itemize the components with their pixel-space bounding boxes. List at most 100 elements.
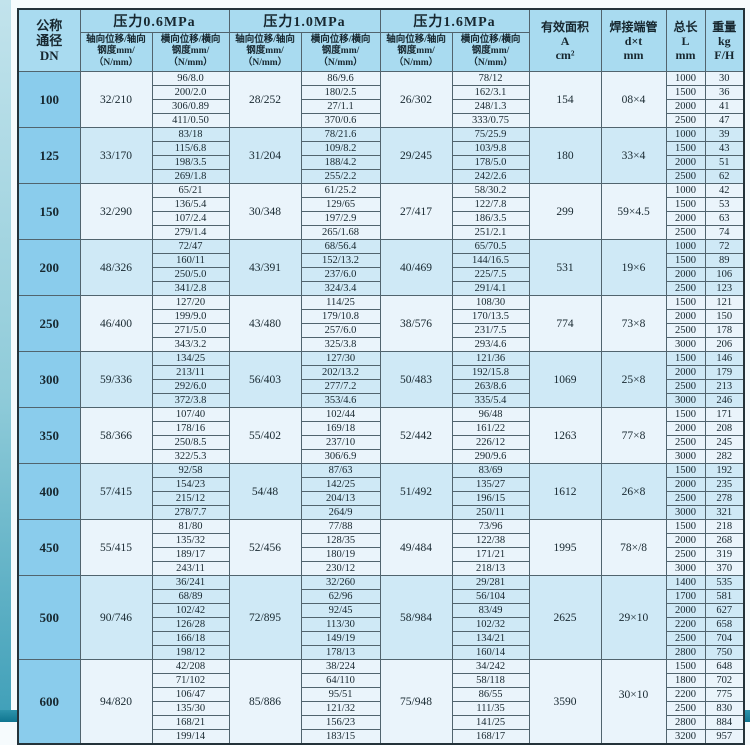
weight-value: 535: [704, 575, 745, 590]
total-length-value: 1500: [665, 85, 706, 100]
lateral-value-1_0: 68/56.4: [300, 239, 381, 254]
axial-value-1_6: 49/484: [379, 519, 453, 576]
lateral-value-0_6: 127/20: [151, 295, 230, 310]
axial-value-1_6: 58/984: [379, 575, 453, 660]
table-row: 411/0.50 370/0.6 333/0.75 2500 47: [18, 113, 745, 128]
header-total-length: 总长 L mm: [665, 8, 706, 72]
weight-value: 830: [704, 701, 745, 716]
weight-value: 53: [704, 197, 745, 212]
weld-pipe-dxt-value: 08×4: [600, 71, 667, 128]
total-length-value: 2000: [665, 267, 706, 282]
dn-value: 300: [17, 351, 81, 408]
lateral-value-1_6: 96/48: [451, 407, 530, 422]
lateral-value-1_0: 264/9: [300, 505, 381, 520]
table-row: 243/11 230/12 218/13 3000 370: [18, 561, 745, 576]
axial-value-1_6: 38/576: [379, 295, 453, 352]
table-row: 500 90/746 36/241 72/895 32/260 58/984 29/281 2…: [17, 575, 745, 660]
lateral-value-0_6: 168/21: [151, 715, 230, 730]
weight-value: 171: [704, 407, 745, 422]
total-length-value: 1500: [665, 519, 706, 534]
total-length-value: 3000: [665, 505, 706, 520]
lateral-value-1_0: 179/10.8: [300, 309, 381, 324]
weight-value: 192: [704, 463, 745, 478]
lateral-value-1_6: 34/242: [451, 659, 530, 674]
axial-value-1_6: 51/492: [379, 463, 453, 520]
weight-value: 39: [704, 127, 745, 142]
total-length-value: 1500: [665, 141, 706, 156]
table-row: 200 48/326 72/47 43/391 68/56.4 40/469 65/70.5…: [17, 239, 745, 296]
lateral-value-1_6: 75/25.9: [451, 127, 530, 142]
table-row: 341/2.8 324/3.4 291/4.1 2500 123: [18, 281, 745, 296]
lateral-value-1_6: 226/12: [451, 435, 530, 450]
header-axial-1_6: 轴向位移/轴向 钢度mm/ （N/mm）: [379, 32, 453, 72]
lateral-value-0_6: 42/208: [151, 659, 230, 674]
lateral-value-1_0: 77/88: [300, 519, 381, 534]
lateral-value-1_6: 58/118: [451, 673, 530, 688]
lateral-value-0_6: 215/12: [151, 491, 230, 506]
table-row: 300 59/336 134/25 56/403 127/30 50/483 121/36 1…: [17, 351, 745, 408]
lateral-value-1_6: 248/1.3: [451, 99, 530, 114]
table-row: 200/2.0 180/2.5 162/3.1 1500 36: [18, 85, 745, 100]
lateral-value-1_0: 92/45: [300, 603, 381, 618]
weight-value: 179: [704, 365, 745, 380]
header-axial-0_6: 轴向位移/轴向 钢度mm/ （N/mm）: [79, 32, 153, 72]
lateral-value-1_0: 180/19: [300, 547, 381, 562]
lateral-value-0_6: 36/241: [151, 575, 230, 590]
lateral-value-1_6: 192/15.8: [451, 365, 530, 380]
weight-value: 51: [704, 155, 745, 170]
total-length-value: 2200: [665, 617, 706, 632]
table-row: 343/3.2 325/3.8 293/4.6 3000 206: [18, 337, 745, 352]
lateral-value-1_0: 87/63: [300, 463, 381, 478]
weight-value: 370: [704, 561, 745, 576]
table-row: 306/0.89 27/1.1 248/1.3 2000 41: [18, 99, 745, 114]
scan-edge-left: [0, 0, 11, 722]
weight-value: 235: [704, 477, 745, 492]
weight-value: 178: [704, 323, 745, 338]
header-dn: 公称 通径 DN: [17, 8, 81, 72]
lateral-value-1_6: 250/11: [451, 505, 530, 520]
axial-value-1_6: 29/245: [379, 127, 453, 184]
lateral-value-0_6: 136/5.4: [151, 197, 230, 212]
header-lateral-1_0: 横向位移/横向 钢度mm/ （N/mm）: [300, 32, 381, 72]
lateral-value-1_0: 102/44: [300, 407, 381, 422]
total-length-value: 3000: [665, 449, 706, 464]
lateral-value-1_0: 156/23: [300, 715, 381, 730]
expansion-joint-spec-table: 公称 通径 DN 压力0.6MPa 压力1.0MPa 压力1.6MPa 有效面积…: [17, 8, 746, 745]
table-row: 450 55/415 81/80 52/456 77/88 49/484 73/96 1995…: [17, 519, 745, 576]
dn-value: 100: [17, 71, 81, 128]
total-length-value: 2500: [665, 435, 706, 450]
lateral-value-1_0: 114/25: [300, 295, 381, 310]
axial-value-1_6: 52/442: [379, 407, 453, 464]
lateral-value-1_0: 204/13: [300, 491, 381, 506]
weight-value: 581: [704, 589, 745, 604]
lateral-value-0_6: 271/5.0: [151, 323, 230, 338]
weld-pipe-dxt-value: 25×8: [600, 351, 667, 408]
lateral-value-0_6: 343/3.2: [151, 337, 230, 352]
total-length-value: 2200: [665, 687, 706, 702]
lateral-value-0_6: 278/7.7: [151, 505, 230, 520]
axial-value-0_6: 58/366: [79, 407, 153, 464]
table-row: 215/12 204/13 196/15 2500 278: [18, 491, 745, 506]
table-row: 278/7.7 264/9 250/11 3000 321: [18, 505, 745, 520]
lateral-value-0_6: 166/18: [151, 631, 230, 646]
lateral-value-0_6: 96/8.0: [151, 71, 230, 86]
total-length-value: 1800: [665, 673, 706, 688]
lateral-value-1_6: 178/5.0: [451, 155, 530, 170]
lateral-value-0_6: 178/16: [151, 421, 230, 436]
total-length-value: 2500: [665, 169, 706, 184]
lateral-value-1_6: 58/30.2: [451, 183, 530, 198]
table-row: 213/11 202/13.2 192/15.8 2000 179: [18, 365, 745, 380]
lateral-value-1_0: 265/1.68: [300, 225, 381, 240]
axial-value-1_6: 40/469: [379, 239, 453, 296]
total-length-value: 2000: [665, 365, 706, 380]
total-length-value: 2500: [665, 281, 706, 296]
lateral-value-1_6: 73/96: [451, 519, 530, 534]
effective-area-value: 1069: [528, 351, 602, 408]
lateral-value-1_6: 102/32: [451, 617, 530, 632]
effective-area-value: 1995: [528, 519, 602, 576]
lateral-value-1_0: 277/7.2: [300, 379, 381, 394]
lateral-value-1_0: 86/9.6: [300, 71, 381, 86]
lateral-value-0_6: 341/2.8: [151, 281, 230, 296]
axial-value-1_6: 27/417: [379, 183, 453, 240]
table-row: 107/2.4 197/2.9 186/3.5 2000 63: [18, 211, 745, 226]
